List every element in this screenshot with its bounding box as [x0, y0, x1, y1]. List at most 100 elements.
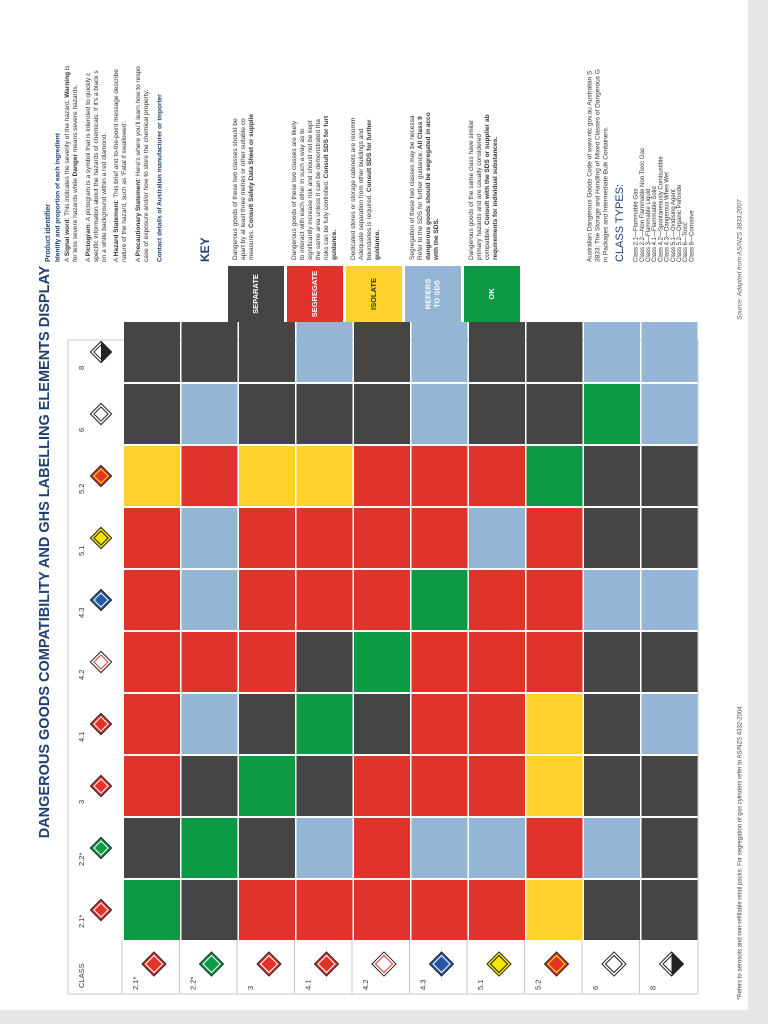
compatibility-cell — [239, 384, 295, 444]
hazard-diamond-inner — [432, 954, 451, 974]
hazard-diamond-inner — [489, 954, 509, 974]
text-run: Refer to the SDS for further guidance. — [417, 149, 424, 260]
compatibility-cell — [584, 446, 640, 506]
key-description: significantly increase risk and should n… — [307, 120, 314, 260]
text-run: A — [85, 256, 92, 262]
compatibility-cell — [469, 694, 525, 754]
compatibility-cell — [411, 880, 468, 940]
compatibility-cell — [124, 384, 180, 444]
compatibility-cell — [584, 570, 640, 630]
column-label: 5.2 — [77, 484, 86, 494]
compatibility-cell — [296, 384, 353, 444]
compatibility-cell — [354, 446, 410, 506]
contact: Contact details of Australian manufactur… — [157, 94, 164, 262]
info-subheading: Identify and proportion of each ingredie… — [55, 132, 62, 262]
compatibility-cell — [469, 508, 525, 568]
info-line: A Hazard Statement: This brief and to-th… — [113, 69, 120, 262]
compatibility-cell — [641, 632, 698, 692]
hazard-diamond — [89, 836, 113, 860]
text-run: : This brief and to-the-point message de… — [113, 69, 120, 202]
reference-line: in Packages and Intermediate Bulk Contai… — [603, 126, 610, 262]
key-description: primary hazards and are usually consider… — [476, 134, 483, 260]
hazard-diamond-inner — [202, 954, 221, 974]
hazard-diamond-inner — [93, 716, 109, 732]
hazard-diamond-inner — [93, 406, 109, 422]
compatibility-cell — [296, 818, 353, 878]
hazard-diamond-inner — [93, 902, 109, 918]
compatibility-cell — [124, 818, 180, 878]
compatibility-cell — [181, 570, 238, 630]
class-type: Class 6—Toxic — [683, 222, 689, 262]
row-label: 4.3 — [418, 980, 427, 990]
compatibility-cell — [239, 570, 295, 630]
compatibility-cell — [124, 322, 180, 382]
key-description: Refer to the SDS for further guidance. A… — [417, 116, 424, 260]
text-run: the same area unless it can be demonstra… — [315, 119, 322, 260]
info-line: A Pictogram: A pictogram is a symbol tha… — [85, 72, 92, 262]
compatibility-cell — [354, 818, 410, 878]
compatibility-cell — [469, 446, 525, 506]
key-swatch — [228, 266, 284, 322]
compatibility-cell — [411, 508, 468, 568]
hazard-diamond-inner — [259, 954, 279, 974]
key-description: Dangerous goods of these two classes sho… — [232, 118, 239, 260]
key-description: the same area unless it can be demonstra… — [315, 119, 322, 260]
compatibility-cell — [641, 322, 698, 382]
compatibility-cell — [239, 818, 295, 878]
compatibility-cell — [411, 632, 468, 692]
compatibility-cell — [181, 632, 238, 692]
compatibility-cell — [469, 880, 525, 940]
row-label: 4.2 — [361, 980, 370, 990]
key-description: Dedicated stores or storage cabinets are… — [350, 118, 357, 260]
key-description: to interact with each other in such a wa… — [299, 128, 306, 260]
row-label: 8 — [648, 986, 657, 990]
compatibility-cell — [354, 880, 410, 940]
hazard-diamond — [486, 951, 512, 977]
class-type: Class 2.2—Non Flammable Non Toxic Gas — [640, 148, 646, 262]
hazard-diamond-inner — [604, 954, 624, 974]
hazard-diamond — [89, 588, 113, 612]
column-label: 5.1 — [77, 546, 86, 556]
text-run: Precautionary Statement — [135, 179, 142, 256]
text-run: for less severe hazards while — [72, 176, 79, 262]
compatibility-cell — [124, 694, 180, 754]
key-description: requirements for individual substances. — [492, 137, 499, 260]
hazard-diamond-half — [671, 952, 684, 976]
compatibility-cell — [239, 756, 295, 816]
key-label: OK — [487, 288, 496, 300]
compatibility-cell — [354, 756, 410, 816]
row-label: 2.2* — [188, 977, 197, 990]
key-description: with the SDS. — [433, 218, 440, 261]
text-run: measures. — [248, 228, 255, 260]
hazard-diamond-inner — [317, 954, 336, 974]
compatibility-cell — [411, 384, 468, 444]
info-line: for less severe hazards while Danger mea… — [72, 84, 79, 262]
text-run: apart by at least three metres or other … — [240, 118, 247, 260]
compatibility-cell — [641, 508, 698, 568]
hazard-diamond-inner — [93, 468, 109, 484]
key-label: ISOLATE — [369, 278, 378, 310]
hazard-diamond — [141, 951, 167, 977]
reference-line: 3833: The Storage and Handling of Mixed … — [595, 69, 602, 262]
hazard-diamond — [89, 402, 113, 426]
compatibility-cell — [296, 880, 353, 940]
column-label: 2.2* — [77, 853, 86, 866]
compatibility-cell — [354, 322, 410, 382]
text-run: means severe hazards. — [72, 84, 79, 154]
hazard-diamond — [256, 951, 282, 977]
text-run: Signal word — [64, 219, 71, 256]
text-run: All Class 9 — [417, 116, 424, 149]
compatibility-cell — [641, 818, 698, 878]
compatibility-cell — [411, 694, 468, 754]
hazard-diamond — [198, 951, 225, 977]
hazard-diamond-inner — [93, 654, 109, 670]
text-run: case of exposure and/or how to store the… — [143, 90, 150, 262]
key-description: Dangerous goods of the same class have s… — [468, 119, 475, 260]
text-run: nature of the hazard, such as 'Fatal if … — [121, 120, 128, 262]
info-line: on a white background within a red diamo… — [101, 133, 108, 262]
compatibility-cell — [526, 570, 583, 630]
compatibility-cell — [124, 508, 180, 568]
text-run: Consult Safety Data Sheet or supplie — [248, 114, 255, 228]
